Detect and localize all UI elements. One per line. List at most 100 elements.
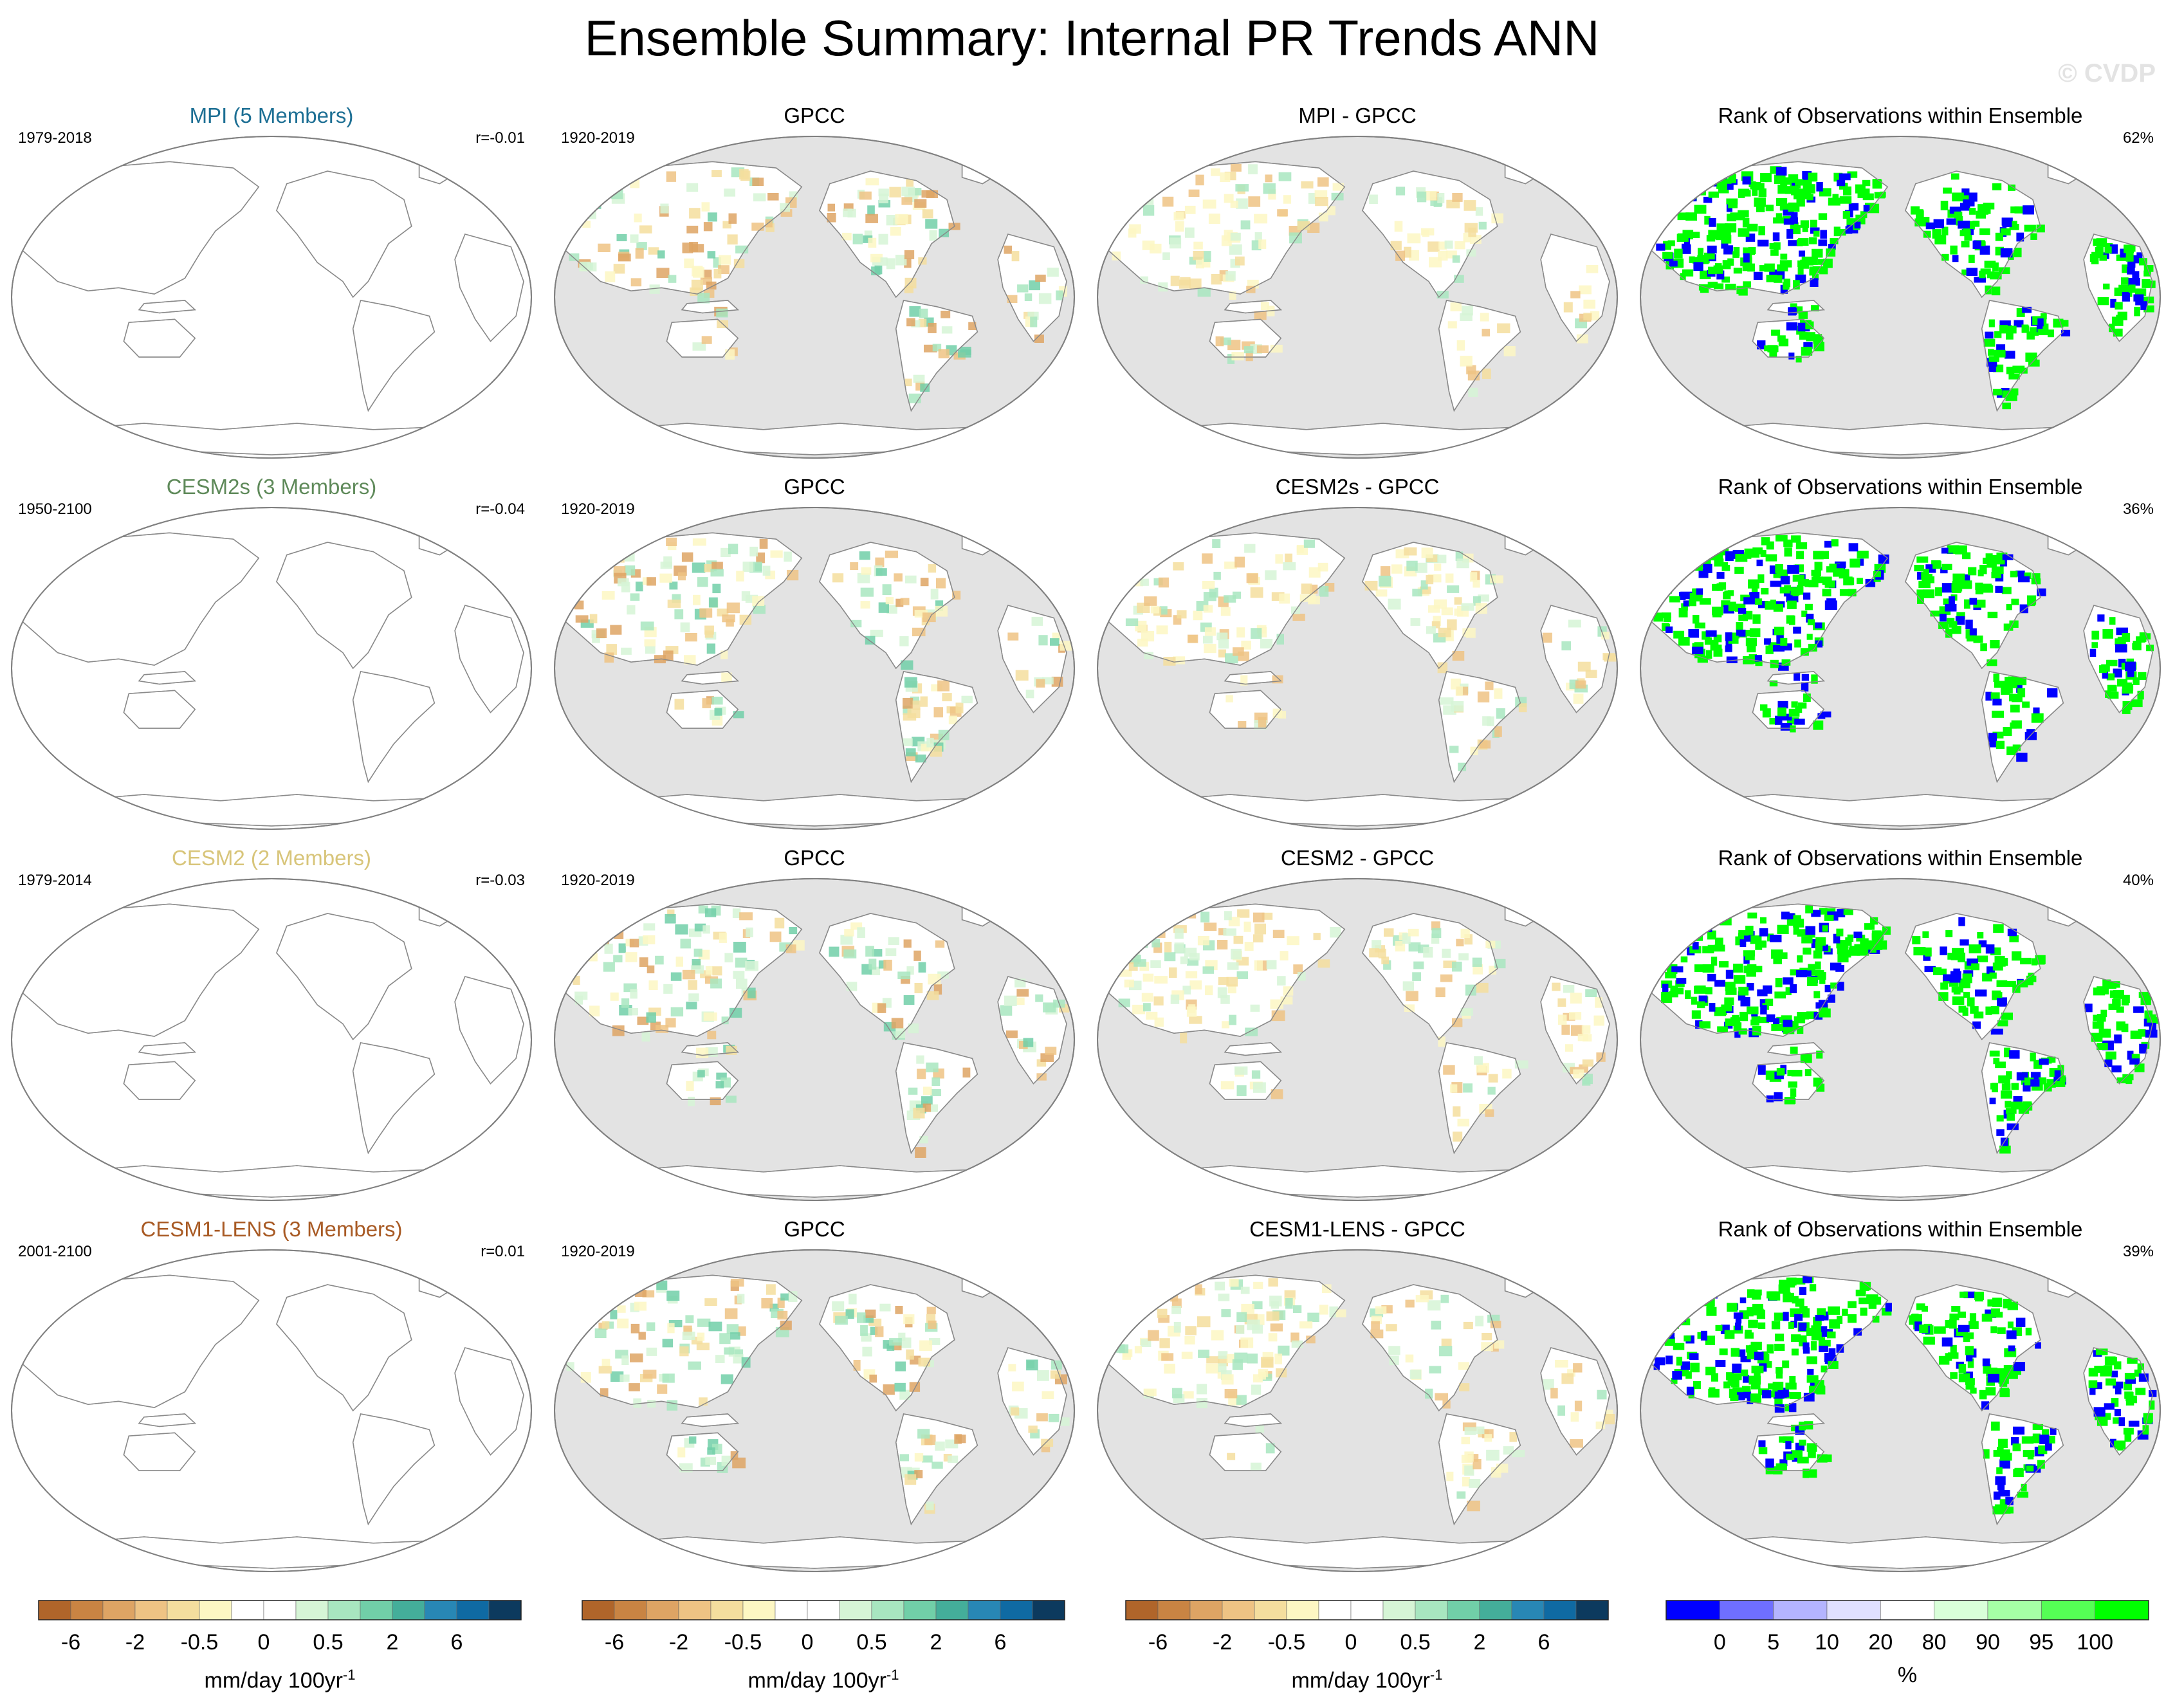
panel-model-row3: CESM2 (2 Members) 1979-2014 r=-0.03 (8, 845, 535, 1217)
panel-obs-row2: GPCC 1920-2019 (551, 474, 1078, 846)
panel-title: GPCC (784, 1217, 845, 1241)
panel-title: Rank of Observations within Ensemble (1718, 1217, 2083, 1241)
colorbar-swatch (968, 1600, 1001, 1620)
colorbar-tick-label: 0.5 (313, 1630, 343, 1655)
colorbar-swatch (935, 1600, 969, 1620)
colorbar-tick-label: -6 (605, 1630, 624, 1655)
colorbar-swatch (1000, 1600, 1033, 1620)
panel-obs-row3: GPCC 1920-2019 (551, 845, 1078, 1217)
panel-obs-row4: GPCC 1920-2019 (551, 1216, 1078, 1588)
period-label: 1920-2019 (561, 872, 635, 889)
colorbar-swatch (903, 1600, 937, 1620)
colorbar-units: mm/day 100yr (748, 1668, 886, 1693)
colorbar-swatches: -6 -2 -0.5 0 0.5 2 6 (1125, 1600, 1609, 1655)
colorbar-label: mm/day 100yr-1 (579, 1662, 1068, 1693)
trend-colorbar: -6 -2 -0.5 0 0.5 2 6 mm/day 100yr-1 (579, 1598, 1068, 1692)
colorbar-tick-label: 0 (1345, 1630, 1357, 1655)
rank-percent-label: 40% (2122, 872, 2154, 889)
colorbar-swatch (807, 1600, 840, 1620)
globe-map (1097, 507, 1618, 830)
globe-map (11, 878, 532, 1201)
colorbar-swatch (392, 1600, 425, 1620)
panel-title: Rank of Observations within Ensemble (1718, 104, 2083, 127)
colorbar-tick-label: 6 (1538, 1630, 1550, 1655)
colorbar-swatch (1575, 1600, 1609, 1620)
panel-title: CESM2s (3 Members) (166, 475, 377, 499)
panel-title: CESM2 (2 Members) (172, 846, 371, 870)
colorbar-swatch (742, 1600, 776, 1620)
globe-map (554, 878, 1075, 1201)
colorbar-tick-label: 10 (1815, 1630, 1839, 1655)
globe-map (1097, 878, 1618, 1201)
colorbar-tick-label: -0.5 (1268, 1630, 1306, 1655)
panel-title: GPCC (784, 846, 845, 870)
panel-title: CESM1-LENS (3 Members) (140, 1217, 403, 1241)
colorbar-units: mm/day 100yr (204, 1668, 343, 1693)
colorbar-swatch (1543, 1600, 1577, 1620)
panel-model-row1: MPI (5 Members) 1979-2018 r=-0.01 (8, 103, 535, 475)
colorbar-tick-label: 0.5 (856, 1630, 886, 1655)
panel-rank-row3: Rank of Observations within Ensemble 40% (1637, 845, 2164, 1217)
colorbar-swatch (199, 1600, 232, 1620)
colorbar-swatch (295, 1600, 329, 1620)
globe-map (1097, 1249, 1618, 1572)
period-label: 2001-2100 (18, 1243, 92, 1260)
colorbar-units: mm/day 100yr (1291, 1668, 1430, 1693)
colorbar-tick-label: 6 (995, 1630, 1007, 1655)
colorbar-swatch (1318, 1600, 1352, 1620)
colorbar-swatch (710, 1600, 744, 1620)
globe-map (1640, 507, 2161, 830)
globe-map (1640, 878, 2161, 1201)
colorbar-swatch (775, 1600, 808, 1620)
main-title: Ensemble Summary: Internal PR Trends ANN (584, 10, 1600, 66)
trend-colorbar: -6 -2 -0.5 0 0.5 2 6 mm/day 100yr-1 (35, 1598, 524, 1692)
period-label: 1979-2018 (18, 129, 92, 147)
colorbar-tick-label: 90 (1976, 1630, 2000, 1655)
colorbar-swatch (134, 1600, 168, 1620)
colorbar-swatch (231, 1600, 264, 1620)
colorbar-units: % (1897, 1663, 1918, 1687)
panel-title: CESM2 - GPCC (1280, 846, 1435, 870)
trend-colorbar: -6 -2 -0.5 0 0.5 2 6 mm/day 100yr-1 (1123, 1598, 1611, 1692)
colorbar-tick-label: 20 (1868, 1630, 1893, 1655)
globe-map (11, 136, 532, 459)
globe-map (554, 1249, 1075, 1572)
colorbar-swatch (1254, 1600, 1287, 1620)
colorbar-tick-label: 2 (930, 1630, 942, 1655)
colorbar-swatch (1987, 1600, 2042, 1620)
colorbar-swatch (871, 1600, 904, 1620)
panel-title: Rank of Observations within Ensemble (1718, 846, 2083, 870)
colorbar-swatch (614, 1600, 647, 1620)
colorbar-swatch (1415, 1600, 1448, 1620)
colorbar-swatch (327, 1600, 361, 1620)
colorbar-swatch (582, 1600, 615, 1620)
colorbar-swatch (1934, 1600, 1988, 1620)
colorbar-swatches: 0 5 10 20 80 90 95 100 (1666, 1600, 2149, 1655)
panel-title: CESM1-LENS - GPCC (1249, 1217, 1465, 1241)
colorbar-label: mm/day 100yr-1 (35, 1662, 524, 1693)
colorbar-tick-label: 100 (2077, 1630, 2113, 1655)
colorbar-swatch (1479, 1600, 1512, 1620)
period-label: 1920-2019 (561, 1243, 635, 1260)
colorbar-units-exponent: -1 (886, 1667, 899, 1683)
colorbar-swatches: -6 -2 -0.5 0 0.5 2 6 (38, 1600, 522, 1655)
colorbar-swatch (2041, 1600, 2095, 1620)
colorbar-swatch (1032, 1600, 1065, 1620)
correlation-label: r=0.01 (481, 1243, 525, 1260)
colorbar-swatch (1511, 1600, 1545, 1620)
colorbar-swatch (839, 1600, 872, 1620)
panel-obs-row1: GPCC 1920-2019 (551, 103, 1078, 475)
rank-percent-label: 39% (2122, 1243, 2154, 1260)
colorbar-swatch (678, 1600, 711, 1620)
colorbar-swatch (1720, 1600, 1774, 1620)
colorbar-label: mm/day 100yr-1 (1123, 1662, 1611, 1693)
correlation-label: r=-0.03 (475, 872, 525, 889)
colorbar-tick-label: 0 (802, 1630, 814, 1655)
globe-map (1640, 136, 2161, 459)
colorbar-swatch (70, 1600, 104, 1620)
period-label: 1979-2014 (18, 872, 92, 889)
colorbar-swatch (1157, 1600, 1191, 1620)
globe-map (11, 1249, 532, 1572)
panel-title: Rank of Observations within Ensemble (1718, 475, 2083, 499)
colorbar-tick-label: 5 (1767, 1630, 1779, 1655)
